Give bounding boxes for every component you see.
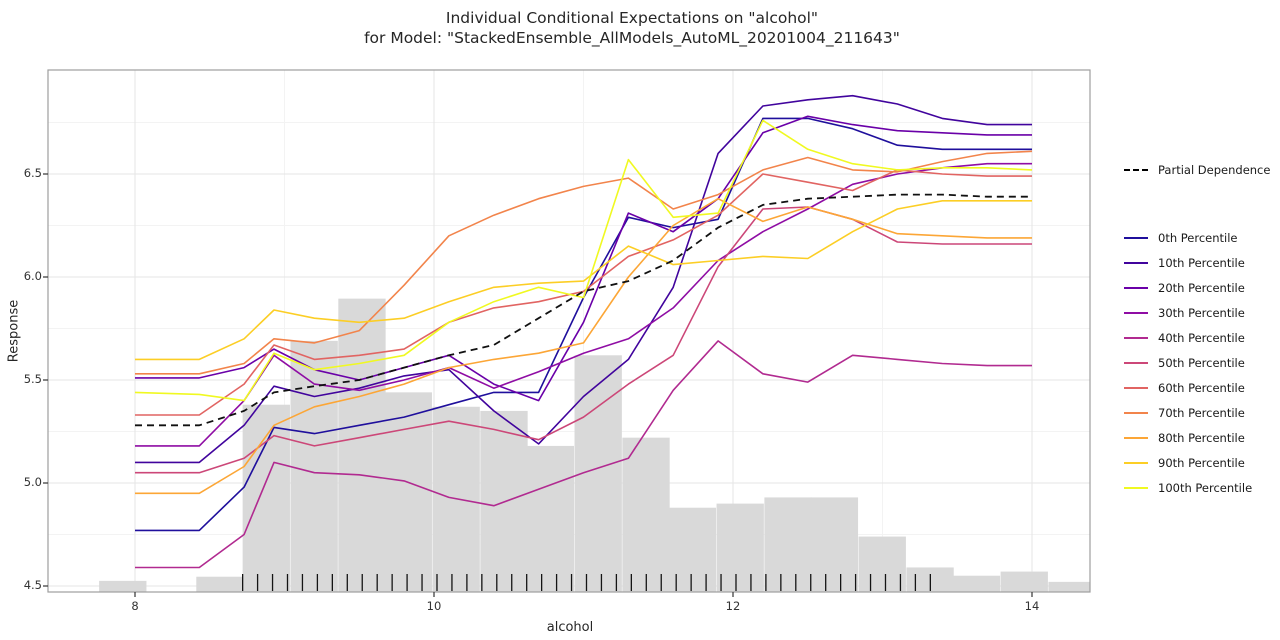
legend-item: 20th Percentile	[1124, 280, 1245, 296]
legend-item: 100th Percentile	[1124, 480, 1252, 496]
legend-label: 100th Percentile	[1158, 481, 1253, 495]
x-tick-label: 12	[725, 599, 741, 613]
line-swatch-icon	[1124, 262, 1148, 264]
y-tick-label: 5.5	[23, 372, 42, 386]
x-axis-label: alcohol	[546, 620, 594, 635]
line-swatch-icon	[1124, 462, 1148, 464]
line-swatch-icon	[1124, 287, 1148, 289]
legend-item: 30th Percentile	[1124, 305, 1245, 321]
chart-title: Individual Conditional Expectations on "…	[0, 8, 1264, 48]
legend-label: 40th Percentile	[1158, 331, 1245, 345]
line-swatch-icon	[1124, 412, 1148, 414]
legend-label: 30th Percentile	[1158, 306, 1245, 320]
legend-item: 10th Percentile	[1124, 255, 1245, 271]
legend-label: Partial Dependence	[1158, 163, 1271, 177]
y-tick-label: 6.0	[23, 269, 42, 283]
y-axis-label: Response	[6, 299, 22, 363]
legend-label: 90th Percentile	[1158, 456, 1245, 470]
line-swatch-icon	[1124, 487, 1148, 489]
legend-label: 10th Percentile	[1158, 256, 1245, 270]
line-swatch-icon	[1124, 237, 1148, 239]
x-tick-label: 8	[131, 599, 139, 613]
legend-item-partial-dependence: Partial Dependence	[1124, 162, 1270, 178]
legend-label: 0th Percentile	[1158, 231, 1238, 245]
line-swatch-icon	[1124, 312, 1148, 314]
chart-title-line1: Individual Conditional Expectations on "…	[445, 9, 819, 27]
legend-item: 0th Percentile	[1124, 230, 1238, 246]
line-swatch-icon	[1124, 387, 1148, 389]
x-tick-label: 14	[1024, 599, 1040, 613]
line-swatch-icon	[1124, 362, 1148, 364]
legend-item: 70th Percentile	[1124, 405, 1245, 421]
legend-label: 60th Percentile	[1158, 381, 1245, 395]
line-swatch-icon	[1124, 437, 1148, 439]
line-swatch-icon	[1124, 337, 1148, 339]
legend-item: 50th Percentile	[1124, 355, 1245, 371]
dashed-line-icon	[1124, 169, 1148, 171]
legend-item: 80th Percentile	[1124, 430, 1245, 446]
y-tick-label: 5.0	[23, 475, 42, 489]
x-tick-label: 10	[426, 599, 442, 613]
legend-label: 50th Percentile	[1158, 356, 1245, 370]
legend-label: 80th Percentile	[1158, 431, 1245, 445]
chart-title-line2: for Model: "StackedEnsemble_AllModels_Au…	[364, 29, 900, 47]
legend-label: 20th Percentile	[1158, 281, 1245, 295]
legend-item: 90th Percentile	[1124, 455, 1245, 471]
y-tick-label: 4.5	[23, 578, 42, 592]
y-tick-label: 6.5	[23, 166, 42, 180]
legend-item: 60th Percentile	[1124, 380, 1245, 396]
legend-item: 40th Percentile	[1124, 330, 1245, 346]
legend-label: 70th Percentile	[1158, 406, 1245, 420]
